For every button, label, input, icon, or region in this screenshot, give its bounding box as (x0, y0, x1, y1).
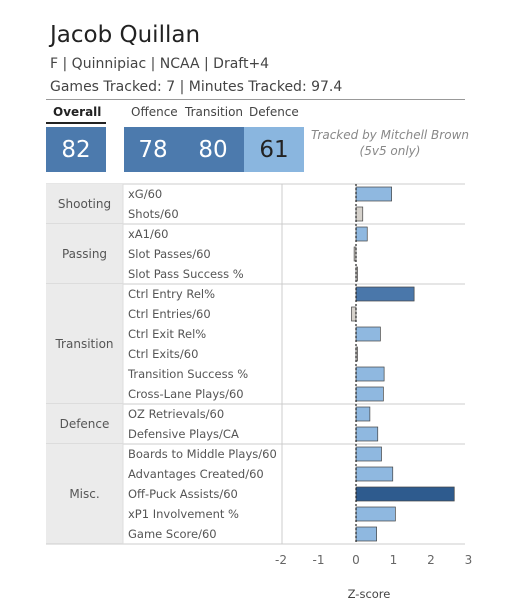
defence-label: Defence (249, 105, 299, 119)
tracking-info: Games Tracked: 7 | Minutes Tracked: 97.4 (50, 79, 343, 95)
group-label: Passing (62, 247, 107, 261)
metric-label: Boards to Middle Plays/60 (128, 447, 277, 461)
metric-label: xP1 Involvement % (128, 507, 239, 521)
group-cell-bg (46, 184, 123, 224)
group-cell-bg (46, 284, 123, 404)
metric-label: Off-Puck Assists/60 (128, 487, 238, 501)
group-cell-bg (46, 444, 123, 544)
header-divider (46, 99, 465, 100)
x-tick-label: 1 (390, 553, 398, 567)
metric-bar (355, 386, 384, 402)
credit-line-1: Tracked by Mitchell Brown (311, 128, 469, 142)
x-tick-label: 2 (427, 553, 435, 567)
credit-line-2: (5v5 only) (359, 144, 421, 158)
metric-label: Ctrl Exit Rel% (128, 327, 206, 341)
metric-label: xA1/60 (128, 227, 169, 241)
group-cell-bg (46, 224, 123, 284)
transition-rating: 80 (182, 127, 244, 172)
metric-label: Shots/60 (128, 207, 179, 221)
metric-bar (355, 466, 394, 482)
metric-bar (355, 186, 392, 202)
credit-note: Tracked by Mitchell Brown (5v5 only) (305, 127, 475, 159)
metric-bar (355, 486, 455, 502)
metric-label: Ctrl Exits/60 (128, 347, 198, 361)
metric-label: Ctrl Entries/60 (128, 307, 211, 321)
metric-bar (355, 506, 396, 522)
overall-rating: 82 (46, 127, 106, 172)
transition-label: Transition (185, 105, 244, 119)
metric-label: Game Score/60 (128, 527, 217, 541)
group-label: Transition (54, 337, 113, 351)
metric-label: Slot Pass Success % (128, 267, 244, 281)
group-label: Shooting (58, 197, 111, 211)
metric-bar (355, 286, 415, 302)
metric-label: Cross-Lane Plays/60 (128, 387, 244, 401)
metric-label: Transition Success % (127, 367, 248, 381)
metric-bar (355, 326, 381, 342)
offence-rating: 78 (124, 127, 182, 172)
metric-label: xG/60 (128, 187, 162, 201)
metric-bar (351, 306, 357, 322)
offence-label: Offence (131, 105, 178, 119)
metric-label: Slot Passes/60 (128, 247, 211, 261)
metric-bar (355, 446, 382, 462)
x-axis-label: Z-score (348, 587, 391, 601)
metric-bar (355, 226, 368, 242)
metric-bar (355, 406, 371, 422)
player-name: Jacob Quillan (50, 22, 201, 48)
metric-bar (355, 426, 379, 442)
group-label: Misc. (69, 487, 99, 501)
player-info: F | Quinnipiac | NCAA | Draft+4 (50, 56, 270, 72)
group-cell-bg (46, 404, 123, 444)
defence-rating: 61 (244, 127, 304, 172)
metric-label: Defensive Plays/CA (128, 427, 239, 441)
x-tick-label: 3 (465, 553, 473, 567)
overall-underline (46, 122, 106, 124)
metric-bar (355, 366, 385, 382)
metric-bar (355, 206, 364, 222)
metric-label: Ctrl Entry Rel% (128, 287, 215, 301)
x-tick-label: -1 (313, 553, 325, 567)
metric-bar (355, 526, 377, 542)
group-label: Defence (60, 417, 110, 431)
metric-label: Advantages Created/60 (128, 467, 264, 481)
metric-label: OZ Retrievals/60 (128, 407, 224, 421)
x-tick-label: -2 (275, 553, 287, 567)
overall-label: Overall (53, 105, 102, 119)
x-tick-label: 0 (352, 553, 360, 567)
